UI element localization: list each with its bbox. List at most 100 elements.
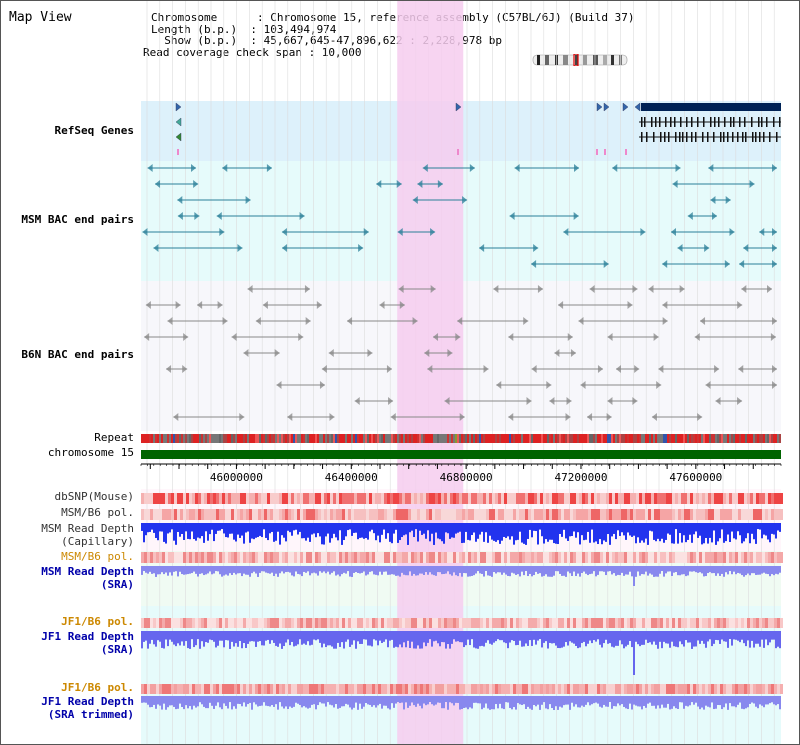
refseq-exon (776, 132, 778, 142)
msm-bac-pair-end (729, 228, 735, 236)
track-label-jf1-depth-sra-1: JF1 Read Depth (41, 630, 134, 643)
msm-pol-strip (456, 509, 459, 520)
msm-sra-depth-bar (649, 566, 651, 574)
msm-sra-depth-bar (661, 566, 663, 572)
jf1-sra-depth-bar (763, 631, 765, 648)
msm-capillary-depth-bar (223, 523, 225, 534)
jf1-pol2-strip (651, 684, 654, 694)
msm-pol2-strip (438, 552, 441, 563)
dbsnp-strip (660, 493, 663, 504)
msm-capillary-depth-bar (629, 523, 631, 536)
jf1-sra-depth-bar (715, 631, 717, 640)
repeat-segment (511, 434, 513, 443)
msm-sra-depth-bar (185, 566, 187, 575)
jf1-trim-depth-bar (235, 696, 237, 709)
jf1-pol2-strip (573, 684, 576, 694)
b6n-bac-pair-end (321, 365, 327, 373)
track-label-msm-depth-sra-1: MSM Read Depth (41, 565, 134, 578)
msm-sra-depth-bar (457, 566, 459, 577)
msm-capillary-depth-bar (457, 523, 459, 533)
jf1-trim-depth-bar (607, 696, 609, 707)
dbsnp-strip (399, 493, 402, 504)
jf1-sra-depth-bar (471, 631, 473, 640)
msm-pol2-strip (594, 552, 597, 563)
repeat-segment (497, 434, 499, 443)
repeat-segment (759, 434, 761, 443)
msm-pol-strip (474, 509, 477, 520)
jf1-pol2-strip (510, 684, 513, 694)
jf1-trim-depth-bar (591, 696, 593, 705)
msm-pol-strip (525, 509, 528, 520)
msm-sra-depth-bar (389, 566, 391, 575)
jf1-sra-depth-bar (711, 631, 713, 647)
jf1-trim-depth-bar (657, 696, 659, 706)
msm-sra-depth-bar (527, 566, 529, 577)
msm-sra-depth-bar (141, 566, 143, 575)
jf1-pol-strip (156, 618, 159, 628)
msm-pol-strip (702, 509, 705, 520)
jf1-pol2-strip (342, 684, 345, 694)
dbsnp-strip (699, 493, 702, 504)
dbsnp-strip (303, 493, 306, 504)
repeat-segment (337, 434, 339, 443)
msm-pol-strip (543, 509, 546, 520)
msm-pol2-strip (414, 552, 417, 563)
track-label-b6n-bac[interactable]: B6N BAC end pairs (21, 348, 134, 361)
refseq-exon (664, 132, 666, 142)
repeat-segment (747, 434, 749, 443)
dbsnp-strip (510, 493, 513, 504)
msm-capillary-depth-bar (767, 523, 769, 540)
jf1-sra-depth-bar (393, 631, 395, 648)
jf1-sra-depth-bar (565, 631, 567, 643)
jf1-trim-depth-bar (621, 696, 623, 705)
b6n-bac-pair-end (567, 333, 573, 341)
jf1-trim-depth-bar (561, 696, 563, 708)
jf1-pol2-strip (216, 684, 219, 694)
repeat-segment (425, 434, 427, 443)
refseq-exon (769, 132, 771, 142)
jf1-trim-depth-bar (231, 696, 233, 710)
msm-pol2-strip (171, 552, 174, 563)
msm-capillary-depth-bar (679, 523, 681, 534)
msm-pol-strip (426, 509, 429, 520)
track-label-refseq[interactable]: RefSeq Genes (54, 124, 134, 137)
dbsnp-strip (753, 493, 756, 504)
jf1-sra-depth-bar (147, 631, 149, 649)
msm-pol-strip (225, 509, 228, 520)
dbsnp-strip (666, 493, 669, 504)
msm-capillary-depth-bar (455, 523, 457, 534)
repeat-segment (305, 434, 307, 443)
msm-capillary-depth-bar (339, 523, 341, 531)
jf1-sra-depth-bar (757, 631, 759, 644)
repeat-segment (225, 434, 227, 443)
ruler-tick-label: 46000000 (210, 471, 263, 484)
msm-bac-pair-end (299, 212, 305, 220)
msm-pol2-strip (564, 552, 567, 563)
dbsnp-strip (714, 493, 717, 504)
repeat-segment (675, 434, 677, 443)
repeat-segment (589, 434, 591, 443)
msm-capillary-depth-bar (187, 523, 189, 539)
jf1-pol2-strip (144, 684, 147, 694)
msm-pol2-strip (501, 552, 504, 563)
msm-pol2-strip (390, 552, 393, 563)
msm-pol2-strip (186, 552, 189, 563)
jf1-trim-depth-bar (249, 696, 251, 703)
jf1-sra-depth-bar (165, 631, 167, 640)
jf1-sra-depth-bar (747, 631, 749, 641)
msm-capillary-depth-bar (533, 523, 535, 531)
msm-capillary-depth-bar (159, 523, 161, 532)
msm-sra-depth-bar (235, 566, 237, 575)
msm-capillary-depth-bar (275, 523, 277, 541)
jf1-pol2-strip (756, 684, 759, 694)
jf1-pol-strip (195, 618, 198, 628)
jf1-pol-strip (204, 618, 207, 628)
msm-pol-strip (729, 509, 732, 520)
repeat-segment (453, 434, 455, 443)
jf1-pol-strip (258, 618, 261, 628)
b6n-bac-pair-end (247, 285, 253, 293)
msm-pol2-strip (327, 552, 330, 563)
track-label-msm-bac[interactable]: MSM BAC end pairs (21, 213, 134, 226)
repeat-segment (323, 434, 325, 443)
